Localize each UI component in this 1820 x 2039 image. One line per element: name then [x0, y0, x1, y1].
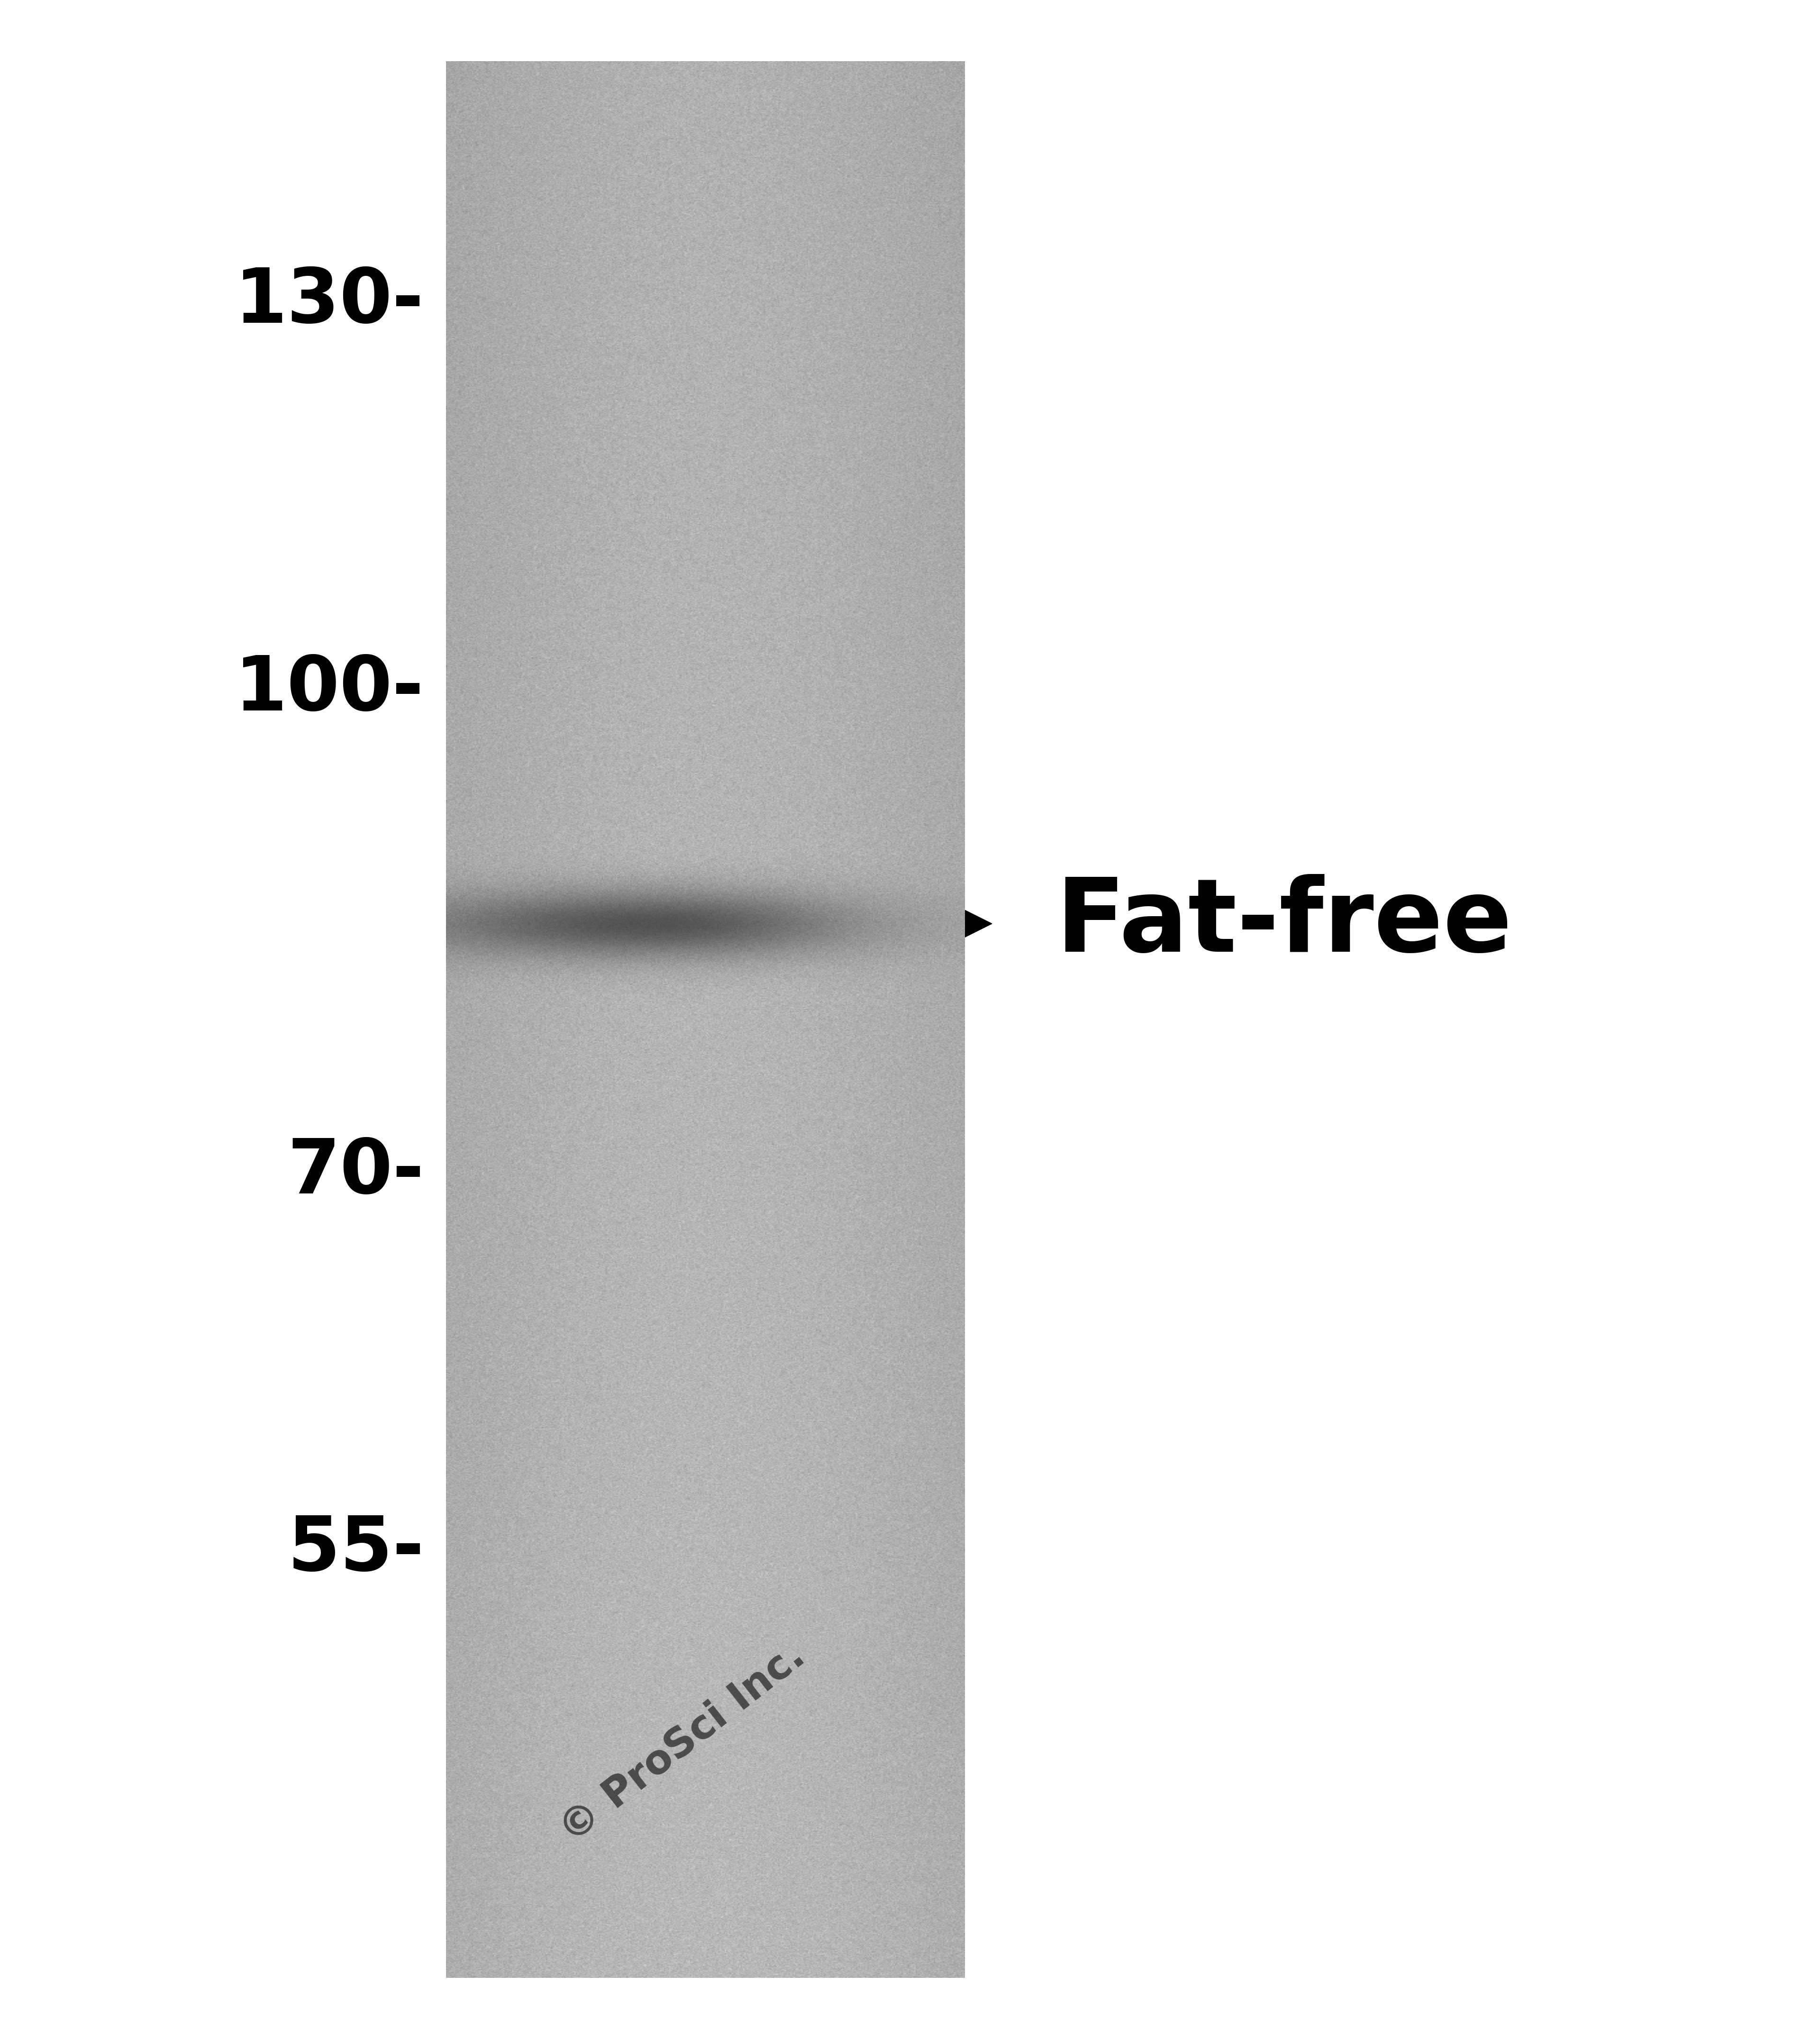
Text: 70-: 70-: [288, 1136, 424, 1209]
Text: 55-: 55-: [288, 1513, 424, 1586]
Text: © ProSci Inc.: © ProSci Inc.: [553, 1635, 812, 1851]
Polygon shape: [910, 883, 992, 964]
Text: 100-: 100-: [235, 652, 424, 726]
Text: Fat-free: Fat-free: [1056, 875, 1512, 973]
Text: 130-: 130-: [235, 265, 424, 338]
